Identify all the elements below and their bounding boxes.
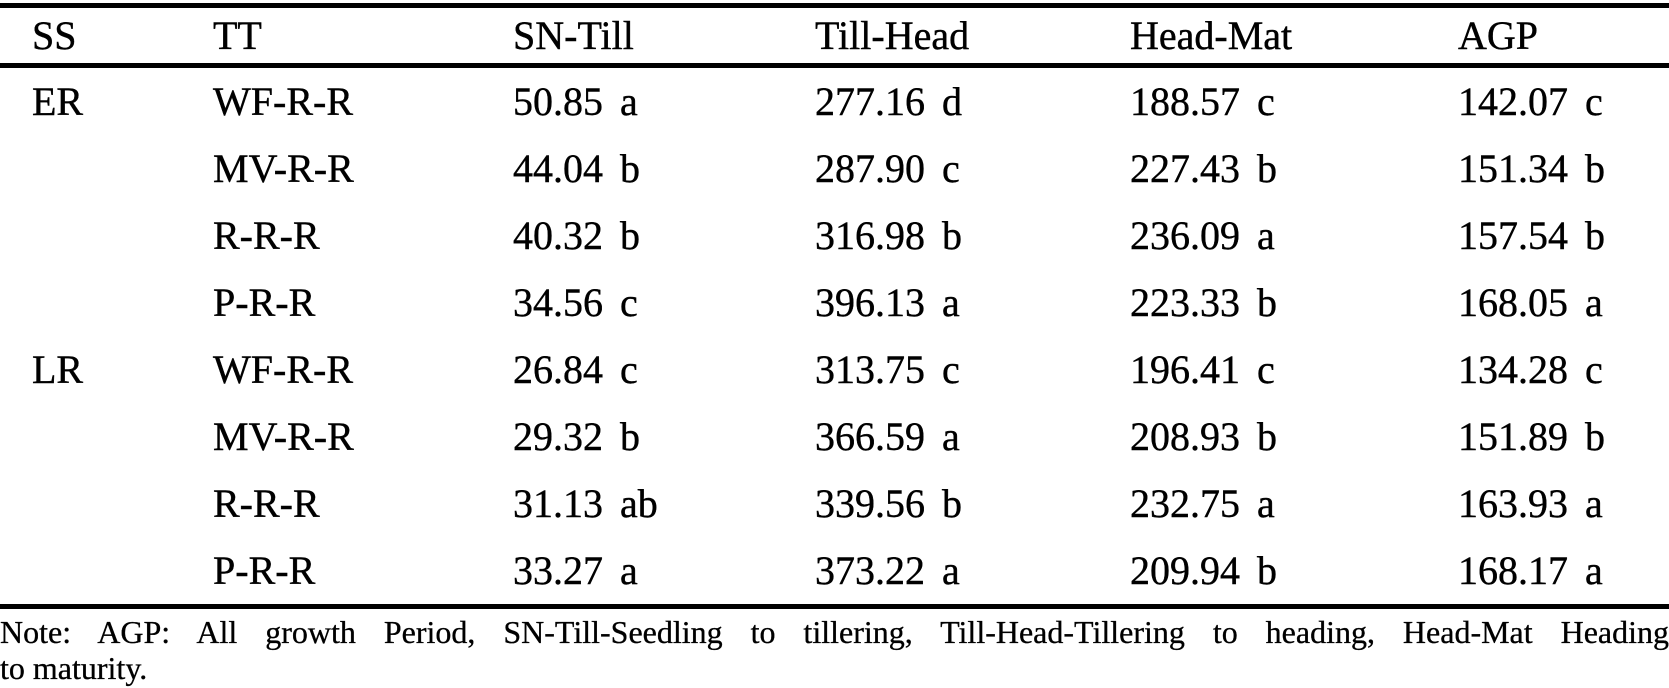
- table-row: MV-R-R 44.04 b 287.90 c 227.43 b 151.34 …: [0, 135, 1669, 202]
- cell-sn-till: 50.85 a: [513, 79, 638, 124]
- cell-head-mat: 236.09 a: [1130, 213, 1275, 258]
- cell-ss: ER: [32, 79, 84, 124]
- cell-agp: 168.05 a: [1458, 280, 1603, 325]
- cell-head-mat: 188.57 c: [1130, 79, 1275, 124]
- table-header-row: SS TT SN-Till Till-Head Head-Mat AGP: [0, 8, 1669, 68]
- table-row: LR WF-R-R 26.84 c 313.75 c 196.41 c 134.…: [0, 336, 1669, 403]
- cell-till-head: 339.56 b: [815, 481, 962, 526]
- cell-till-head: 277.16 d: [815, 79, 962, 124]
- column-header-sn-till: SN-Till: [513, 13, 634, 58]
- cell-head-mat: 232.75 a: [1130, 481, 1275, 526]
- cell-head-mat: 208.93 b: [1130, 414, 1277, 459]
- cell-sn-till: 44.04 b: [513, 146, 640, 191]
- cell-tt: R-R-R: [213, 481, 320, 526]
- cell-sn-till: 26.84 c: [513, 347, 638, 392]
- table-row: MV-R-R 29.32 b 366.59 a 208.93 b 151.89 …: [0, 403, 1669, 470]
- table-row: R-R-R 40.32 b 316.98 b 236.09 a 157.54 b: [0, 202, 1669, 269]
- cell-tt: MV-R-R: [213, 414, 354, 459]
- cell-head-mat: 227.43 b: [1130, 146, 1277, 191]
- cell-tt: P-R-R: [213, 280, 316, 325]
- cell-agp: 163.93 a: [1458, 481, 1603, 526]
- cell-tt: P-R-R: [213, 548, 316, 593]
- table-note: Note: AGP: All growth Period, SN-Till-Se…: [0, 614, 1669, 686]
- column-header-tt: TT: [213, 13, 262, 58]
- cell-agp: 142.07 c: [1458, 79, 1603, 124]
- cell-agp: 157.54 b: [1458, 213, 1605, 258]
- cell-till-head: 313.75 c: [815, 347, 960, 392]
- note-line-1: Note: AGP: All growth Period, SN-Till-Se…: [0, 614, 1669, 650]
- table-row: P-R-R 33.27 a 373.22 a 209.94 b 168.17 a: [0, 537, 1669, 604]
- cell-till-head: 366.59 a: [815, 414, 960, 459]
- cell-tt: MV-R-R: [213, 146, 354, 191]
- cell-tt: R-R-R: [213, 213, 320, 258]
- cell-sn-till: 29.32 b: [513, 414, 640, 459]
- cell-sn-till: 34.56 c: [513, 280, 638, 325]
- table-row: ER WF-R-R 50.85 a 277.16 d 188.57 c 142.…: [0, 68, 1669, 135]
- column-header-agp: AGP: [1458, 13, 1539, 58]
- column-header-head-mat: Head-Mat: [1130, 13, 1293, 58]
- column-header-till-head: Till-Head: [815, 13, 970, 58]
- cell-ss: LR: [32, 347, 84, 392]
- cell-tt: WF-R-R: [213, 347, 353, 392]
- data-table: SS TT SN-Till Till-Head Head-Mat AGP ER …: [0, 3, 1669, 609]
- cell-sn-till: 31.13 ab: [513, 481, 658, 526]
- journal-table-figure: SS TT SN-Till Till-Head Head-Mat AGP ER …: [0, 3, 1669, 688]
- cell-head-mat: 209.94 b: [1130, 548, 1277, 593]
- cell-till-head: 396.13 a: [815, 280, 960, 325]
- cell-agp: 151.89 b: [1458, 414, 1605, 459]
- cell-sn-till: 40.32 b: [513, 213, 640, 258]
- cell-agp: 151.34 b: [1458, 146, 1605, 191]
- table-row: P-R-R 34.56 c 396.13 a 223.33 b 168.05 a: [0, 269, 1669, 336]
- note-line-2: to maturity.: [0, 650, 148, 686]
- cell-till-head: 287.90 c: [815, 146, 960, 191]
- column-header-ss: SS: [32, 13, 77, 58]
- table-row: R-R-R 31.13 ab 339.56 b 232.75 a 163.93 …: [0, 470, 1669, 537]
- cell-tt: WF-R-R: [213, 79, 353, 124]
- table-body: ER WF-R-R 50.85 a 277.16 d 188.57 c 142.…: [0, 68, 1669, 604]
- cell-head-mat: 223.33 b: [1130, 280, 1277, 325]
- cell-agp: 168.17 a: [1458, 548, 1603, 593]
- cell-till-head: 373.22 a: [815, 548, 960, 593]
- cell-agp: 134.28 c: [1458, 347, 1603, 392]
- cell-till-head: 316.98 b: [815, 213, 962, 258]
- cell-head-mat: 196.41 c: [1130, 347, 1275, 392]
- cell-sn-till: 33.27 a: [513, 548, 638, 593]
